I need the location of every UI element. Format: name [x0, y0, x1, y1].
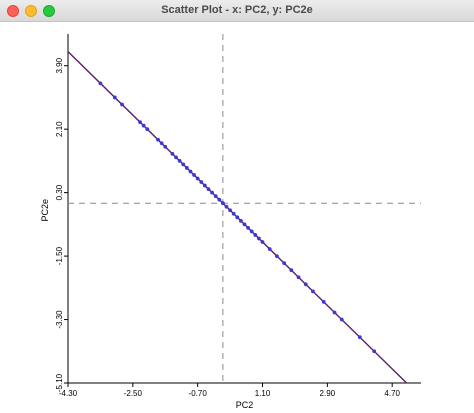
data-point[interactable]: [238, 218, 243, 223]
data-point[interactable]: [210, 190, 214, 195]
data-point[interactable]: [260, 240, 265, 244]
data-point[interactable]: [199, 180, 204, 184]
data-point[interactable]: [231, 211, 236, 216]
data-point[interactable]: [357, 335, 362, 340]
data-point[interactable]: [174, 155, 178, 160]
data-point[interactable]: [275, 254, 279, 258]
data-point[interactable]: [184, 166, 189, 170]
data-point[interactable]: [303, 282, 308, 287]
scatter-plot-canvas[interactable]: -4.30 -2.50 -0.70 1.10 2.90 4.70 -5.10 -3.30 -1…: [0, 22, 474, 413]
minimize-button[interactable]: [25, 5, 37, 17]
x-tick-label: -0.70: [189, 389, 208, 398]
data-point[interactable]: [206, 187, 211, 192]
y-tick-label: 2.10: [55, 121, 64, 137]
title-bar[interactable]: Scatter Plot - x: PC2, y: PC2e: [0, 0, 474, 22]
data-point[interactable]: [332, 310, 337, 315]
data-point[interactable]: [372, 349, 377, 354]
x-tick-label: -4.30: [59, 389, 78, 398]
y-axis-ticks: -5.10 -3.30 -1.50 0.30 2.10 3.90: [55, 57, 68, 392]
data-point[interactable]: [120, 102, 124, 107]
data-point[interactable]: [217, 197, 222, 202]
data-points[interactable]: [98, 81, 377, 354]
data-point[interactable]: [267, 247, 272, 251]
data-point[interactable]: [228, 208, 232, 213]
data-point[interactable]: [192, 173, 196, 177]
data-point[interactable]: [339, 317, 344, 322]
data-point[interactable]: [159, 141, 164, 146]
data-point[interactable]: [282, 261, 287, 266]
maximize-button[interactable]: [43, 5, 55, 17]
y-tick-label: -5.10: [55, 373, 64, 392]
data-point[interactable]: [138, 120, 142, 125]
plot-frame: [67, 34, 421, 384]
data-point[interactable]: [202, 183, 207, 188]
data-point[interactable]: [311, 289, 315, 294]
y-tick-label: -1.50: [55, 246, 64, 265]
y-tick-label: 0.30: [55, 184, 64, 200]
data-point[interactable]: [145, 127, 150, 132]
mean-lines: [68, 34, 421, 383]
x-axis-ticks: -4.30 -2.50 -0.70 1.10 2.90 4.70: [59, 383, 401, 398]
data-point[interactable]: [242, 222, 247, 227]
y-tick-label: -3.30: [55, 310, 64, 329]
data-point[interactable]: [321, 300, 326, 304]
data-point[interactable]: [253, 233, 258, 237]
data-point[interactable]: [163, 144, 168, 149]
x-tick-label: 4.70: [384, 389, 400, 398]
data-point[interactable]: [156, 137, 160, 142]
data-point[interactable]: [112, 95, 117, 100]
data-point[interactable]: [224, 204, 229, 209]
data-point[interactable]: [235, 215, 240, 220]
data-point[interactable]: [195, 176, 200, 181]
data-point[interactable]: [296, 275, 301, 280]
data-point[interactable]: [170, 151, 175, 156]
data-point[interactable]: [98, 81, 103, 86]
data-point[interactable]: [141, 123, 146, 128]
data-point[interactable]: [181, 162, 186, 167]
y-tick-label: 3.90: [55, 57, 64, 73]
data-point[interactable]: [249, 229, 254, 234]
data-point[interactable]: [289, 268, 294, 273]
window-title: Scatter Plot - x: PC2, y: PC2e: [161, 4, 313, 16]
data-point[interactable]: [213, 194, 218, 199]
data-point[interactable]: [220, 201, 225, 206]
x-axis-label: PC2: [236, 400, 254, 410]
x-tick-label: -2.50: [124, 389, 143, 398]
data-point[interactable]: [246, 225, 251, 230]
y-axis-label: PC2e: [40, 199, 50, 222]
close-button[interactable]: [7, 5, 19, 17]
data-point[interactable]: [177, 159, 182, 163]
data-point[interactable]: [257, 236, 261, 241]
x-tick-label: 1.10: [255, 389, 271, 398]
x-tick-label: 2.90: [320, 389, 336, 398]
data-point[interactable]: [188, 169, 193, 174]
